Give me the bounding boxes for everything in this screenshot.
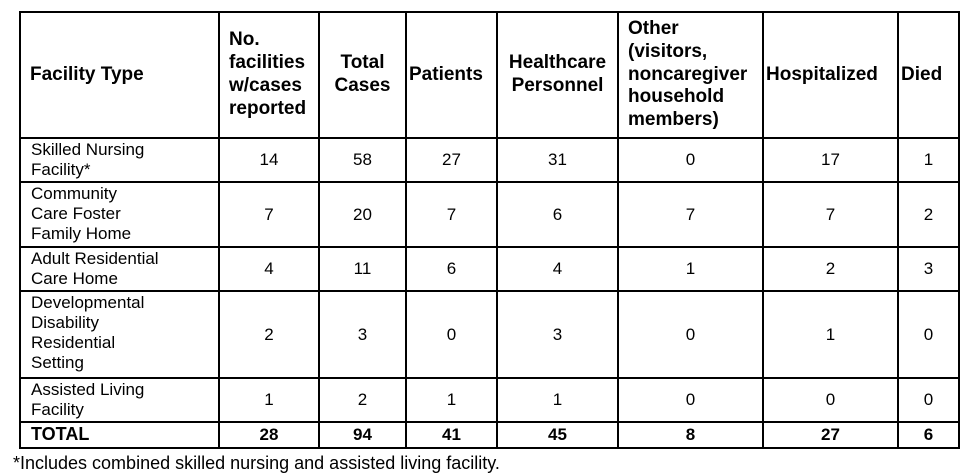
col-header-other: Other (visitors, noncaregiver household … <box>617 11 764 139</box>
table-row-skilled-nursing: Skilled Nursing Facility* 14 58 27 31 0 … <box>19 136 960 184</box>
value-cell: 0 <box>617 136 764 184</box>
value-cell: 1 <box>218 377 320 424</box>
col-header-facility-type: Facility Type <box>19 11 220 139</box>
value-cell: 2 <box>318 377 407 424</box>
col-header-patients: Patients <box>405 11 498 139</box>
table-row-assisted-living: Assisted Living Facility 1 2 1 1 0 0 0 <box>19 377 960 424</box>
value-cell: 1 <box>762 290 899 380</box>
value-cell: 1 <box>405 377 498 424</box>
value-cell: 11 <box>318 246 407 293</box>
value-cell: 58 <box>318 136 407 184</box>
value-cell: 7 <box>218 181 320 249</box>
value-cell: 0 <box>762 377 899 424</box>
value-cell: 27 <box>405 136 498 184</box>
facility-name-cell: Assisted Living Facility <box>19 377 220 424</box>
total-row: TOTAL 28 94 41 45 8 27 6 <box>19 421 960 449</box>
value-cell: 0 <box>405 290 498 380</box>
value-cell: 20 <box>318 181 407 249</box>
col-header-hospitalized: Hospitalized <box>762 11 899 139</box>
value-cell: 3 <box>897 246 960 293</box>
value-cell: 0 <box>897 377 960 424</box>
value-cell: 7 <box>405 181 498 249</box>
total-value-cell: 8 <box>617 421 764 449</box>
col-header-facilities-with-cases: No. facilities w/cases reported <box>218 11 320 139</box>
total-value-cell: 41 <box>405 421 498 449</box>
total-value-cell: 28 <box>218 421 320 449</box>
value-cell: 7 <box>762 181 899 249</box>
value-cell: 0 <box>897 290 960 380</box>
value-cell: 6 <box>405 246 498 293</box>
value-cell: 6 <box>496 181 619 249</box>
value-cell: 2 <box>897 181 960 249</box>
col-header-died: Died <box>897 11 960 139</box>
value-cell: 17 <box>762 136 899 184</box>
value-cell: 4 <box>496 246 619 293</box>
total-value-cell: 45 <box>496 421 619 449</box>
value-cell: 31 <box>496 136 619 184</box>
total-value-cell: 6 <box>897 421 960 449</box>
facility-name-cell: Developmental Disability Residential Set… <box>19 290 220 380</box>
value-cell: 2 <box>762 246 899 293</box>
total-value-cell: 94 <box>318 421 407 449</box>
col-header-healthcare-personnel: Healthcare Personnel <box>496 11 619 139</box>
value-cell: 3 <box>496 290 619 380</box>
value-cell: 2 <box>218 290 320 380</box>
facility-cases-table: Facility Type No. facilities w/cases rep… <box>19 11 960 449</box>
table-row-adult-residential: Adult Residential Care Home 4 11 6 4 1 2… <box>19 246 960 293</box>
header-row: Facility Type No. facilities w/cases rep… <box>19 11 960 139</box>
total-label-cell: TOTAL <box>19 421 220 449</box>
value-cell: 0 <box>617 290 764 380</box>
col-header-total-cases: Total Cases <box>318 11 407 139</box>
value-cell: 1 <box>496 377 619 424</box>
table-row-developmental-disability: Developmental Disability Residential Set… <box>19 290 960 380</box>
table-row-community-care: Community Care Foster Family Home 7 20 7… <box>19 181 960 249</box>
value-cell: 1 <box>617 246 764 293</box>
value-cell: 0 <box>617 377 764 424</box>
value-cell: 1 <box>897 136 960 184</box>
facility-name-cell: Adult Residential Care Home <box>19 246 220 293</box>
facility-name-cell: Skilled Nursing Facility* <box>19 136 220 184</box>
value-cell: 14 <box>218 136 320 184</box>
footnote: *Includes combined skilled nursing and a… <box>13 452 500 473</box>
value-cell: 4 <box>218 246 320 293</box>
total-value-cell: 27 <box>762 421 899 449</box>
value-cell: 3 <box>318 290 407 380</box>
facility-name-cell: Community Care Foster Family Home <box>19 181 220 249</box>
value-cell: 7 <box>617 181 764 249</box>
